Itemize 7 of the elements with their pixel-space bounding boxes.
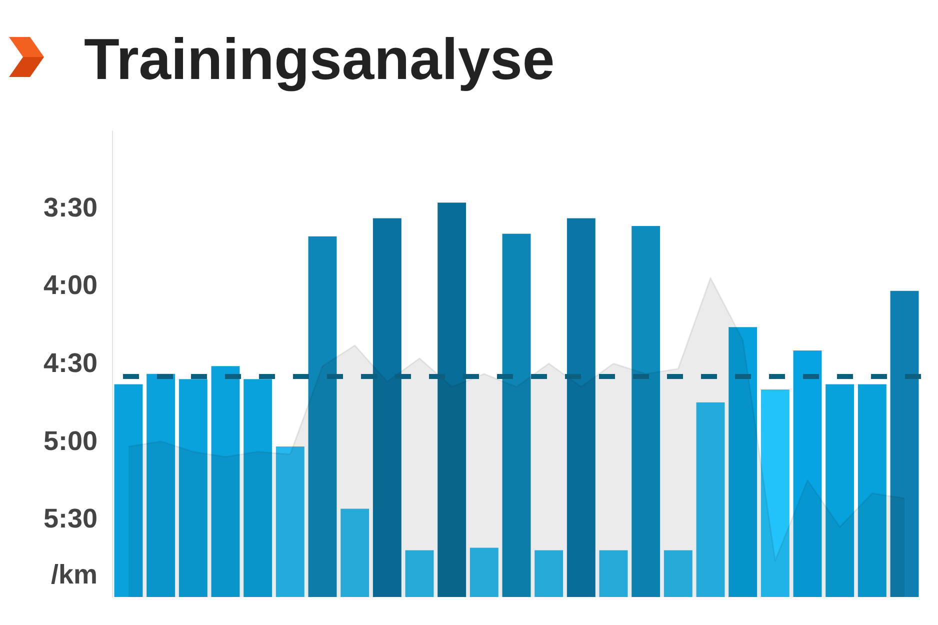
y-tick-label: 5:00 [43, 426, 98, 456]
y-tick-label: 5:30 [43, 504, 98, 534]
y-tick-label: 4:00 [43, 270, 98, 300]
y-tick-label: 3:30 [43, 192, 98, 222]
y-axis-title: /km [50, 560, 98, 590]
y-tick-label: 4:30 [43, 348, 98, 378]
chart-title: Trainingsanalyse [84, 27, 555, 92]
